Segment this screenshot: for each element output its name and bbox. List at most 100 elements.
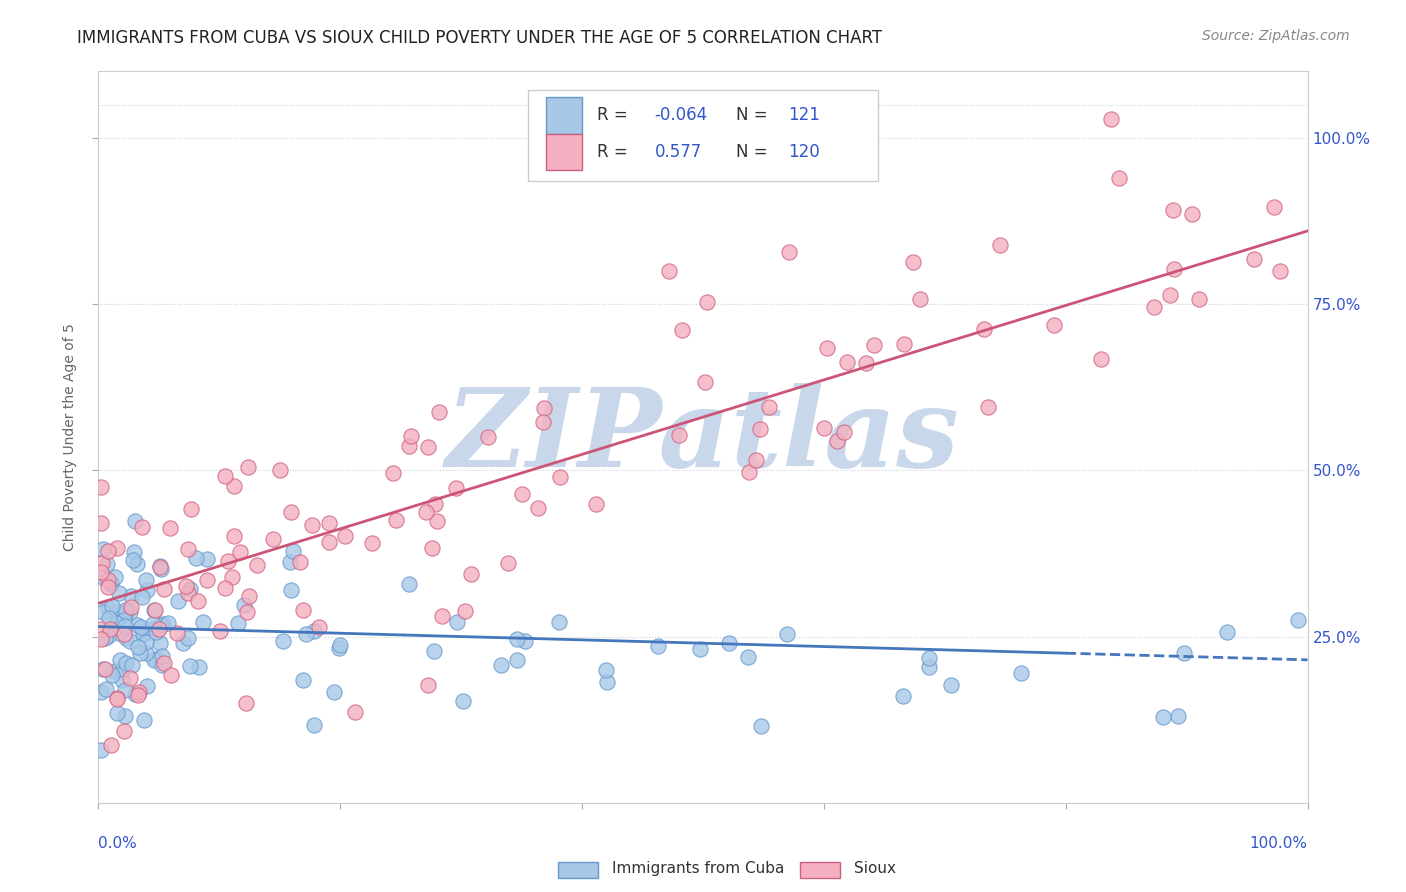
Point [114, 683, 136, 698]
Point [129, 620, 152, 634]
FancyBboxPatch shape [558, 863, 598, 879]
Point [132, 627, 155, 641]
Point [90, 556, 112, 570]
Point [398, 440, 420, 454]
Point [550, 470, 572, 484]
Point [152, 648, 174, 663]
Point [104, 664, 127, 678]
Point [188, 660, 211, 674]
Point [835, 355, 858, 369]
Point [125, 558, 148, 572]
Point [815, 341, 838, 355]
Point [121, 657, 143, 672]
Point [322, 685, 344, 699]
Point [107, 585, 129, 599]
Point [426, 514, 449, 528]
Point [112, 613, 135, 627]
Point [141, 623, 163, 637]
Point [191, 615, 214, 629]
Point [131, 590, 153, 604]
Point [262, 532, 284, 546]
Point [93, 631, 115, 645]
Point [90, 516, 112, 531]
Point [1181, 207, 1204, 221]
Point [423, 497, 446, 511]
Point [114, 607, 136, 622]
Point [112, 724, 135, 739]
Point [115, 656, 138, 670]
Point [111, 662, 134, 676]
Point [108, 653, 131, 667]
Point [527, 501, 550, 516]
Point [1173, 646, 1195, 660]
Point [91, 541, 114, 556]
Point [432, 608, 454, 623]
Point [91, 605, 114, 619]
FancyBboxPatch shape [800, 863, 839, 879]
Y-axis label: Child Poverty Under the Age of 5: Child Poverty Under the Age of 5 [63, 323, 77, 551]
Point [988, 238, 1011, 252]
Point [120, 633, 142, 648]
Point [101, 599, 124, 613]
Point [105, 541, 128, 555]
Point [328, 641, 350, 656]
Point [585, 497, 607, 511]
Point [596, 674, 619, 689]
Point [135, 679, 157, 693]
Point [174, 579, 197, 593]
Point [1143, 300, 1166, 314]
Point [668, 428, 690, 442]
Point [105, 606, 128, 620]
Point [145, 652, 167, 666]
Point [112, 627, 135, 641]
Point [93, 571, 115, 585]
Point [318, 535, 340, 549]
Point [893, 336, 915, 351]
Point [737, 649, 759, 664]
Text: -0.064: -0.064 [655, 106, 707, 124]
Point [235, 696, 257, 710]
Point [136, 582, 159, 597]
Point [399, 429, 422, 443]
Point [157, 616, 180, 631]
Text: Source: ZipAtlas.com: Source: ZipAtlas.com [1202, 29, 1350, 43]
Point [381, 466, 404, 480]
Point [278, 555, 301, 569]
Point [416, 678, 439, 692]
Point [344, 705, 367, 719]
Point [505, 632, 527, 646]
Point [1043, 318, 1066, 333]
Point [149, 562, 172, 576]
Point [335, 529, 357, 543]
Point [827, 434, 849, 448]
Point [222, 529, 245, 543]
Point [134, 713, 156, 727]
Point [90, 622, 112, 636]
Point [195, 573, 218, 587]
Point [122, 552, 145, 566]
Point [693, 375, 716, 389]
Point [718, 636, 741, 650]
Point [454, 603, 477, 617]
Point [689, 641, 711, 656]
Point [918, 651, 941, 665]
Point [901, 254, 924, 268]
Point [132, 627, 155, 641]
Text: 100.0%: 100.0% [1250, 836, 1308, 851]
Point [114, 605, 136, 619]
Point [238, 589, 260, 603]
Point [127, 640, 149, 654]
Point [149, 636, 172, 650]
Point [150, 657, 173, 672]
Point [491, 657, 513, 672]
Point [1268, 264, 1291, 278]
Point [131, 520, 153, 534]
Point [97, 580, 120, 594]
Point [90, 480, 112, 494]
Point [533, 401, 555, 415]
Point [1243, 252, 1265, 266]
Point [910, 292, 932, 306]
Point [1263, 200, 1285, 214]
Point [1099, 112, 1122, 127]
Point [506, 652, 529, 666]
